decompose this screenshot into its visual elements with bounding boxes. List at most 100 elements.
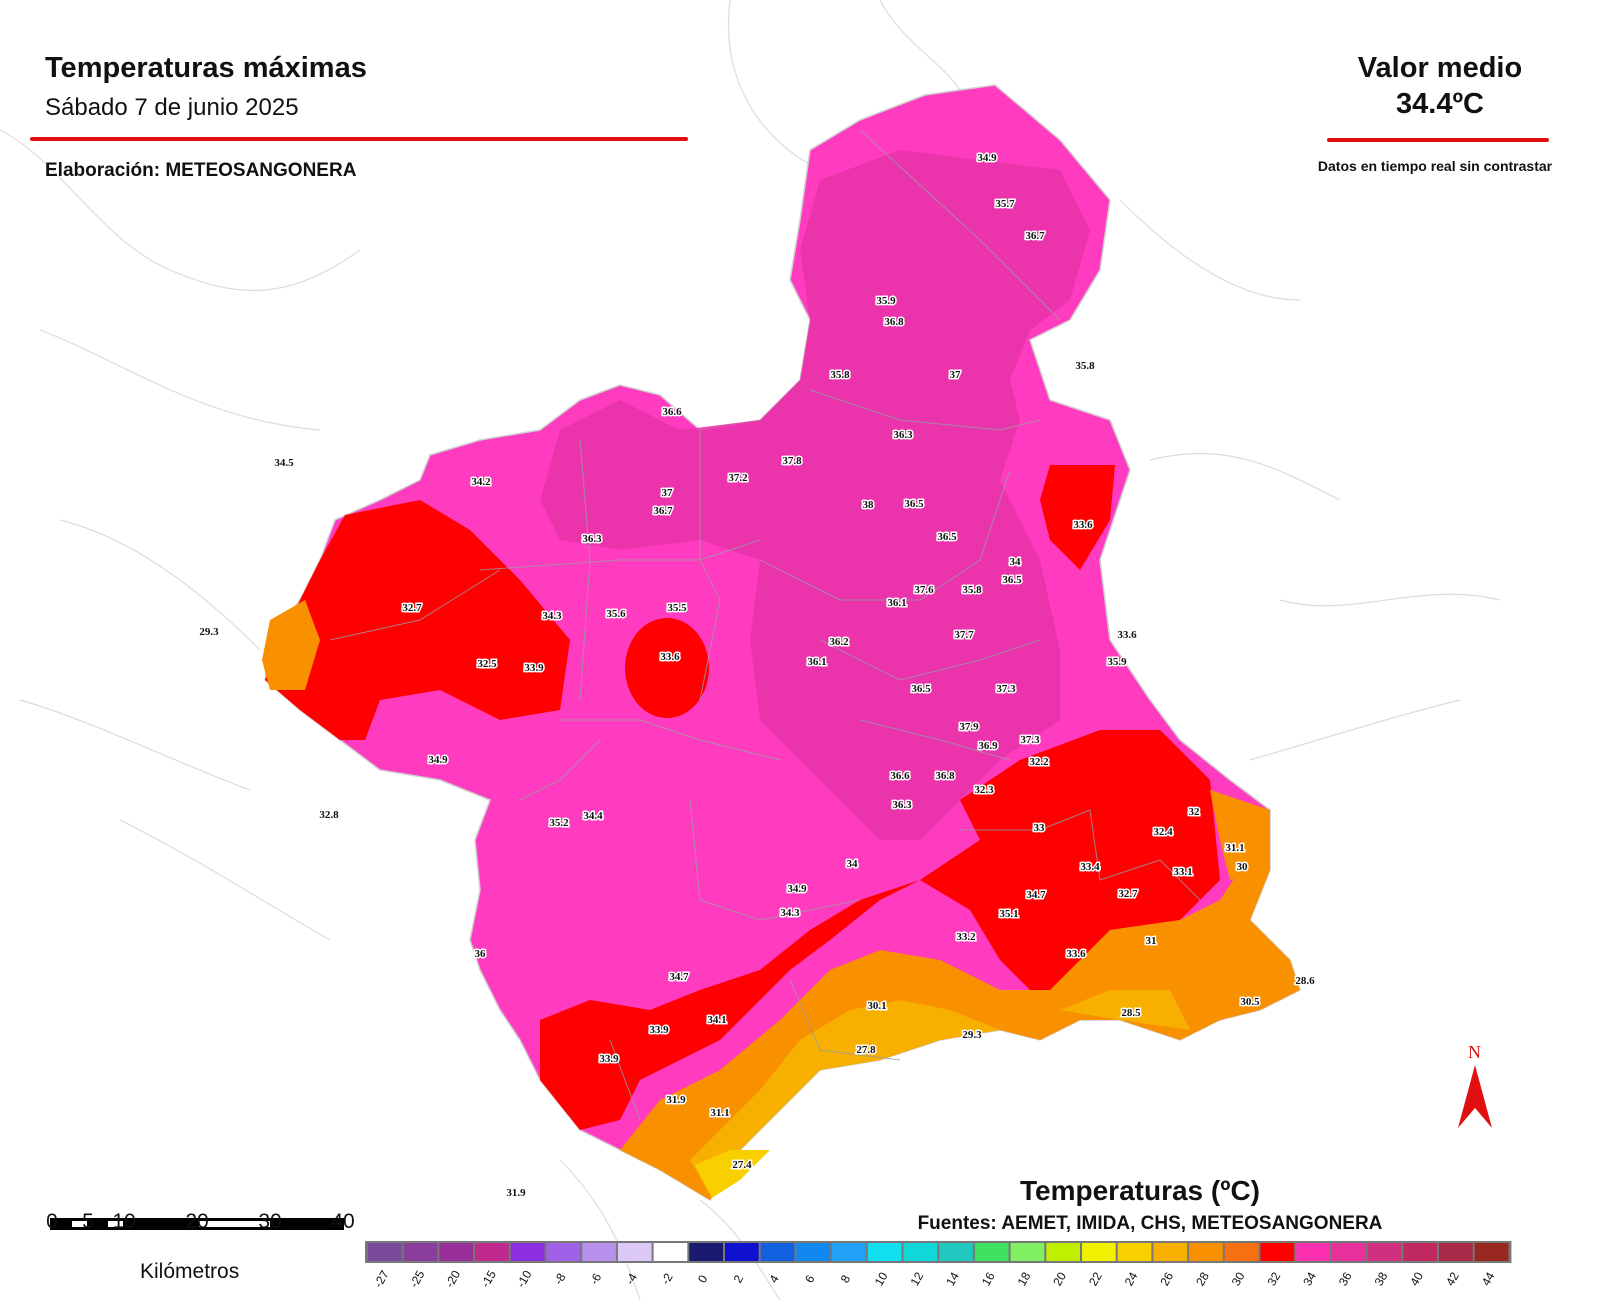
legend-tick-label: 44 bbox=[1479, 1269, 1498, 1288]
station-temperature-label: 32.5 bbox=[477, 658, 497, 670]
scale-label: 20 bbox=[185, 1210, 209, 1233]
legend-swatch bbox=[1403, 1243, 1437, 1261]
legend-swatch bbox=[1046, 1243, 1080, 1261]
station-temperature-label: 34.3 bbox=[780, 907, 800, 919]
legend-tick-label: 36 bbox=[1336, 1269, 1355, 1288]
station-temperature-label: 36.2 bbox=[829, 636, 849, 648]
legend-tick-label: 28 bbox=[1193, 1269, 1212, 1288]
legend-tick-label: 14 bbox=[943, 1269, 962, 1288]
station-temperature-label: 35.6 bbox=[606, 608, 626, 620]
north-arrow-icon bbox=[1458, 1065, 1492, 1128]
station-temperature-label: 29.3 bbox=[962, 1029, 982, 1041]
sources-text: Fuentes: AEMET, IMIDA, CHS, METEOSANGONE… bbox=[917, 1213, 1383, 1234]
station-temperature-label: 30.1 bbox=[867, 1000, 886, 1012]
legend-swatch bbox=[1117, 1243, 1152, 1261]
station-temperature-label: 37 bbox=[662, 487, 674, 499]
station-temperature-label: 36.5 bbox=[911, 683, 931, 695]
color-legend: -27 -25 -20 -15 -10 -8 -6 -4 -2 0 2 4 6 8 10 12 14 16 18 20… bbox=[365, 1241, 1512, 1290]
legend-tick-label: 20 bbox=[1050, 1269, 1069, 1288]
station-temperature-label: 33.9 bbox=[649, 1024, 669, 1036]
station-temperature-label: 36.5 bbox=[904, 498, 924, 510]
legend-swatch bbox=[1296, 1243, 1330, 1261]
station-temperature-label: 36.3 bbox=[582, 533, 602, 545]
realtime-note: Datos en tiempo real sin contrastar bbox=[1317, 158, 1553, 174]
station-temperature-label: 37.2 bbox=[728, 472, 748, 484]
station-temperature-label: 36.1 bbox=[887, 597, 906, 609]
legend-swatch bbox=[1260, 1243, 1295, 1261]
legend-swatch bbox=[832, 1243, 866, 1261]
station-temperature-label: 36.5 bbox=[1002, 574, 1022, 586]
station-temperature-label: 33.6 bbox=[1066, 948, 1086, 960]
mean-value: 34.4ºC bbox=[1396, 88, 1484, 120]
station-temperature-label: 36.8 bbox=[884, 316, 904, 328]
station-temperature-label: 35.9 bbox=[876, 295, 896, 307]
neighbouring-rivers bbox=[0, 0, 1501, 1301]
station-temperature-label: 33.6 bbox=[1073, 519, 1093, 531]
station-temperature-label: 34.7 bbox=[669, 971, 689, 983]
legend-tick-label: 42 bbox=[1443, 1269, 1462, 1288]
meteosangonera-logo-icon bbox=[77, 1020, 250, 1145]
legend-tick-label: 12 bbox=[907, 1269, 926, 1288]
station-temperature-label: 35.8 bbox=[830, 369, 850, 381]
station-temperature-label: 36 bbox=[475, 948, 487, 960]
legend-tick-label: 16 bbox=[979, 1269, 998, 1288]
station-labels: 34.9 35.7 36.7 35.9 36.8 35.8 37 35.8 36.6 36.3 37… bbox=[198, 151, 1317, 1201]
station-temperature-label: 35.2 bbox=[549, 817, 569, 829]
station-temperature-label: 30 bbox=[1237, 861, 1249, 873]
legend-swatch bbox=[974, 1243, 1009, 1261]
legend-tick-label: 22 bbox=[1086, 1269, 1105, 1288]
station-temperature-label: 37.3 bbox=[996, 683, 1016, 695]
scale-label: 10 bbox=[112, 1210, 136, 1233]
station-temperature-label: 33.4 bbox=[1080, 861, 1100, 873]
station-temperature-label: 34.9 bbox=[977, 152, 997, 164]
station-temperature-label: 37 bbox=[950, 369, 962, 381]
station-temperature-label: 36.5 bbox=[937, 531, 957, 543]
station-temperature-label: 32.3 bbox=[974, 784, 994, 796]
legend-tick-label: 24 bbox=[1122, 1269, 1141, 1288]
legend-swatch bbox=[1189, 1243, 1223, 1261]
station-temperature-label: 34.4 bbox=[583, 810, 603, 822]
station-temperature-label: 32.4 bbox=[1153, 826, 1173, 838]
station-temperature-label: 31.1 bbox=[1225, 842, 1244, 854]
legend-swatch bbox=[1474, 1243, 1509, 1261]
station-temperature-label: 28.5 bbox=[1121, 1007, 1141, 1019]
station-temperature-label: 37.7 bbox=[954, 629, 974, 641]
station-temperature-label: 37.8 bbox=[782, 455, 802, 467]
legend-swatch bbox=[617, 1243, 652, 1261]
map-date: Sábado 7 de junio 2025 bbox=[45, 94, 299, 121]
legend-swatch bbox=[689, 1243, 723, 1261]
legend-tick-label: 10 bbox=[872, 1269, 891, 1288]
legend-swatch bbox=[796, 1243, 831, 1261]
station-temperature-label: 33.2 bbox=[956, 931, 976, 943]
station-temperature-label: 34 bbox=[1010, 556, 1022, 568]
logo-text: MeteoSangonera.es bbox=[118, 1146, 313, 1168]
station-temperature-label: 36.7 bbox=[1025, 230, 1045, 242]
station-temperature-label: 38 bbox=[863, 499, 875, 511]
station-temperature-label: 34.9 bbox=[787, 883, 807, 895]
north-label: N bbox=[1468, 1042, 1481, 1062]
station-temperature-label: 33.9 bbox=[524, 662, 544, 674]
station-temperature-label: 34.9 bbox=[428, 754, 448, 766]
station-temperature-label: 35.7 bbox=[995, 198, 1015, 210]
map-title: Temperaturas máximas bbox=[45, 52, 367, 84]
station-temperature-label: 37.3 bbox=[1020, 734, 1040, 746]
municipal-boundaries bbox=[329, 129, 1201, 1121]
station-temperature-label: 32.7 bbox=[402, 602, 422, 614]
legend-swatch bbox=[1082, 1243, 1116, 1261]
station-temperature-label: 35.1 bbox=[999, 908, 1018, 920]
scale-label: 30 bbox=[258, 1210, 282, 1233]
station-temperature-label: 31.1 bbox=[710, 1107, 729, 1119]
station-temperature-label: 35.8 bbox=[962, 584, 982, 596]
station-temperature-label: 35.9 bbox=[1107, 656, 1127, 668]
legend-tick-label: 38 bbox=[1372, 1269, 1391, 1288]
station-temperature-label: 36.6 bbox=[662, 406, 682, 418]
station-temperature-label: 28.6 bbox=[1295, 975, 1315, 987]
credit-text: Elaboración: METEOSANGONERA bbox=[45, 160, 357, 181]
legend-tick-label: 30 bbox=[1229, 1269, 1248, 1288]
station-temperature-label: 32 bbox=[1189, 806, 1201, 818]
station-temperature-label: 35.5 bbox=[667, 602, 687, 614]
station-temperature-label: 34 bbox=[847, 858, 859, 870]
legend-tick-label: 40 bbox=[1407, 1269, 1426, 1288]
mean-underline bbox=[1327, 138, 1549, 142]
